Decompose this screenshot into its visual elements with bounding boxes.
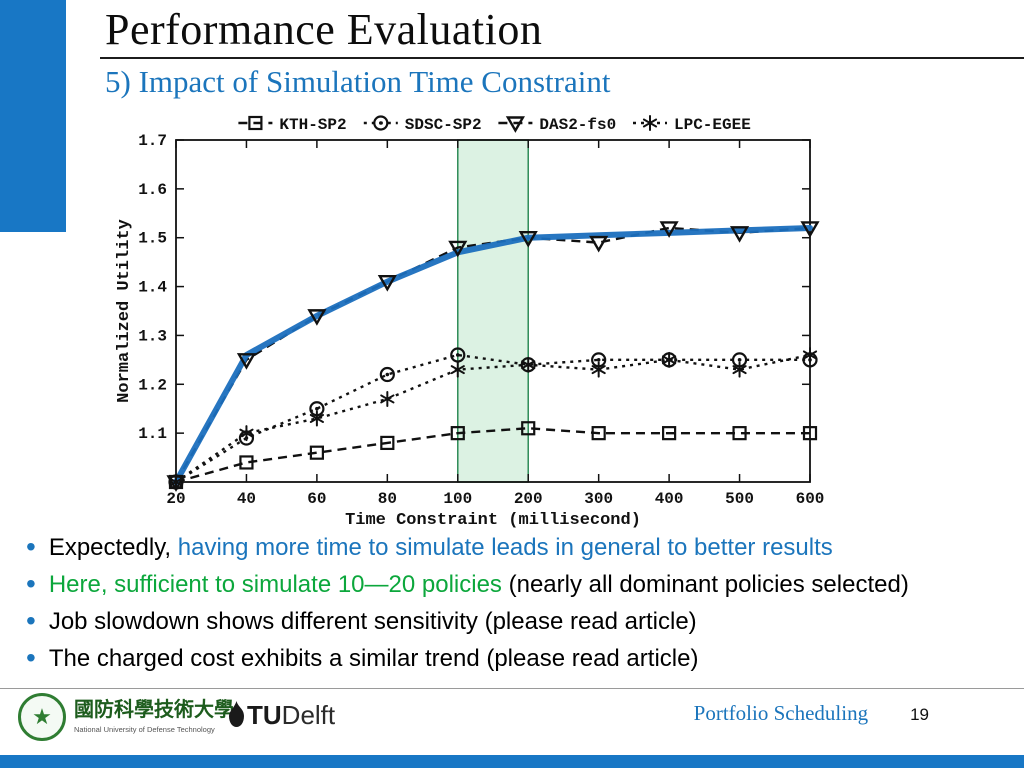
- legend-label: LPC-EGEE: [674, 116, 751, 134]
- bullet-item: • The charged cost exhibits a similar tre…: [26, 643, 1006, 674]
- bullet-dot: •: [26, 605, 36, 636]
- bullet-list: • Expectedly, having more time to simulat…: [26, 532, 1006, 680]
- x-tick-label: 600: [796, 490, 825, 508]
- left-accent-bar: [0, 0, 66, 232]
- x-tick-label: 60: [307, 490, 326, 508]
- bullet-item: • Expectedly, having more time to simulat…: [26, 532, 1006, 563]
- bullet-dot: •: [26, 642, 36, 673]
- x-tick-label: 100: [443, 490, 472, 508]
- series-line-LPC-EGEE: [175, 353, 811, 483]
- legend-item-SDSC-SP2: SDSC-SP2: [363, 115, 482, 134]
- bullet-text-part: Here, sufficient to simulate 10—20 polic…: [48, 571, 509, 598]
- tudelft-delft-text: Delft: [281, 700, 336, 730]
- nudt-name-cn: 國防科學技術大學: [74, 699, 234, 721]
- y-tick-label: 1.7: [138, 132, 167, 150]
- bottom-accent-bar: [0, 755, 1024, 768]
- page-title: Performance Evaluation: [105, 5, 543, 54]
- bullet-text-part: Expectedly,: [48, 534, 178, 561]
- highlight-band: [457, 139, 529, 483]
- bullet-text-part: Job slowdown shows different sensitivity…: [48, 608, 697, 635]
- y-tick-label: 1.6: [138, 181, 167, 199]
- bullet-text: Job slowdown shows different sensitivity…: [49, 606, 697, 637]
- bullet-item: • Here, sufficient to simulate 10—20 poli…: [26, 569, 1006, 600]
- bullet-text: Here, sufficient to simulate 10—20 polic…: [49, 569, 909, 600]
- bullet-dot: •: [26, 531, 36, 562]
- title-underline: [100, 57, 1024, 59]
- bullet-text: Expectedly, having more time to simulate…: [49, 532, 833, 563]
- bullet-text-part: The charged cost exhibits a similar tren…: [48, 645, 699, 672]
- y-tick-label: 1.3: [138, 327, 167, 345]
- plot-box: [175, 139, 811, 483]
- legend-item-DAS2-fs0: DAS2-fs0: [498, 116, 616, 134]
- x-tick-label: 40: [237, 490, 256, 508]
- star-icon: ★: [32, 704, 52, 729]
- legend-label: DAS2-fs0: [539, 116, 616, 134]
- simulation-time-chart: 1.1 1.2 1.3 1.4 1.5 1.6 1.7 20 40 60 80 100 200 300 40…: [112, 110, 832, 530]
- page-subtitle: 5) Impact of Simulation Time Constraint: [105, 64, 611, 99]
- tudelft-tu-text: TU: [247, 700, 282, 730]
- y-tick-label: 1.2: [138, 376, 167, 394]
- series-line-KTH-SP2: [175, 427, 810, 484]
- y-tick-label: 1.1: [138, 425, 167, 443]
- page-number: 19: [910, 705, 929, 724]
- tudelft-logo: TU Delft: [228, 700, 335, 731]
- bullet-item: • Job slowdown shows different sensitivit…: [26, 606, 1006, 637]
- x-tick-label: 200: [514, 490, 543, 508]
- y-axis-label: Normalized Utility: [115, 219, 134, 403]
- flame-icon: [229, 700, 244, 730]
- trend-line: [173, 224, 813, 485]
- legend-item-LPC-EGEE: LPC-EGEE: [633, 115, 751, 134]
- x-tick-label: 80: [378, 490, 397, 508]
- nudt-logo: ★ 國防科學技術大學 National University of Defens…: [18, 693, 234, 741]
- chart-svg: 1.1 1.2 1.3 1.4 1.5 1.6 1.7 20 40 60 80 100 200 300 40…: [115, 115, 825, 530]
- x-tick-label: 20: [166, 490, 185, 508]
- footer-label: Portfolio Scheduling: [693, 701, 869, 725]
- x-tick-label: 300: [584, 490, 613, 508]
- footer-divider: [0, 688, 1024, 689]
- legend-label: KTH-SP2: [279, 116, 346, 134]
- legend-label: SDSC-SP2: [405, 116, 482, 134]
- bullet-text: The charged cost exhibits a similar tren…: [49, 643, 699, 674]
- series-line-SDSC-SP2: [175, 353, 810, 484]
- y-tick-label: 1.5: [138, 230, 167, 248]
- bullet-dot: •: [26, 568, 36, 599]
- bullet-text-part: having more time to simulate leads in ge…: [177, 534, 833, 561]
- legend-item-KTH-SP2: KTH-SP2: [238, 115, 347, 134]
- y-tick-label: 1.4: [138, 279, 167, 297]
- x-tick-label: 500: [725, 490, 754, 508]
- nudt-name-en: National University of Defense Technolog…: [74, 725, 215, 734]
- x-axis-label: Time Constraint (millisecond): [345, 511, 641, 528]
- bullet-text-part: (nearly all dominant policies selected): [508, 571, 909, 598]
- nudt-emblem-icon: ★: [18, 693, 66, 741]
- x-tick-label: 400: [655, 490, 684, 508]
